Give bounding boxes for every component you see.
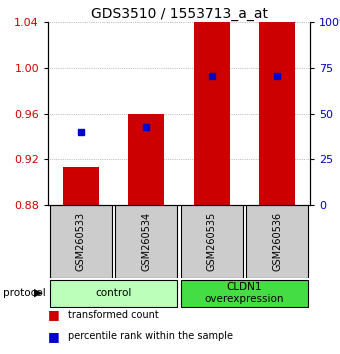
Bar <box>50 280 177 307</box>
Bar <box>246 205 308 278</box>
Text: ■: ■ <box>48 330 60 343</box>
Text: GSM260534: GSM260534 <box>141 212 151 271</box>
Title: GDS3510 / 1553713_a_at: GDS3510 / 1553713_a_at <box>90 7 268 21</box>
Text: control: control <box>95 288 132 298</box>
Text: GSM260533: GSM260533 <box>76 212 86 271</box>
Text: percentile rank within the sample: percentile rank within the sample <box>68 331 233 341</box>
Bar <box>259 22 295 205</box>
Bar <box>128 114 164 205</box>
Bar <box>63 167 99 205</box>
Text: CLDN1
overexpression: CLDN1 overexpression <box>205 282 284 304</box>
Text: protocol: protocol <box>3 288 46 298</box>
Bar <box>50 205 112 278</box>
Bar <box>115 205 177 278</box>
Bar <box>181 205 243 278</box>
Bar <box>194 22 230 205</box>
Bar <box>181 280 308 307</box>
Text: ■: ■ <box>48 308 60 321</box>
Text: GSM260535: GSM260535 <box>207 212 217 271</box>
Text: GSM260536: GSM260536 <box>272 212 282 271</box>
Text: ▶: ▶ <box>34 288 42 298</box>
Text: transformed count: transformed count <box>68 310 159 320</box>
